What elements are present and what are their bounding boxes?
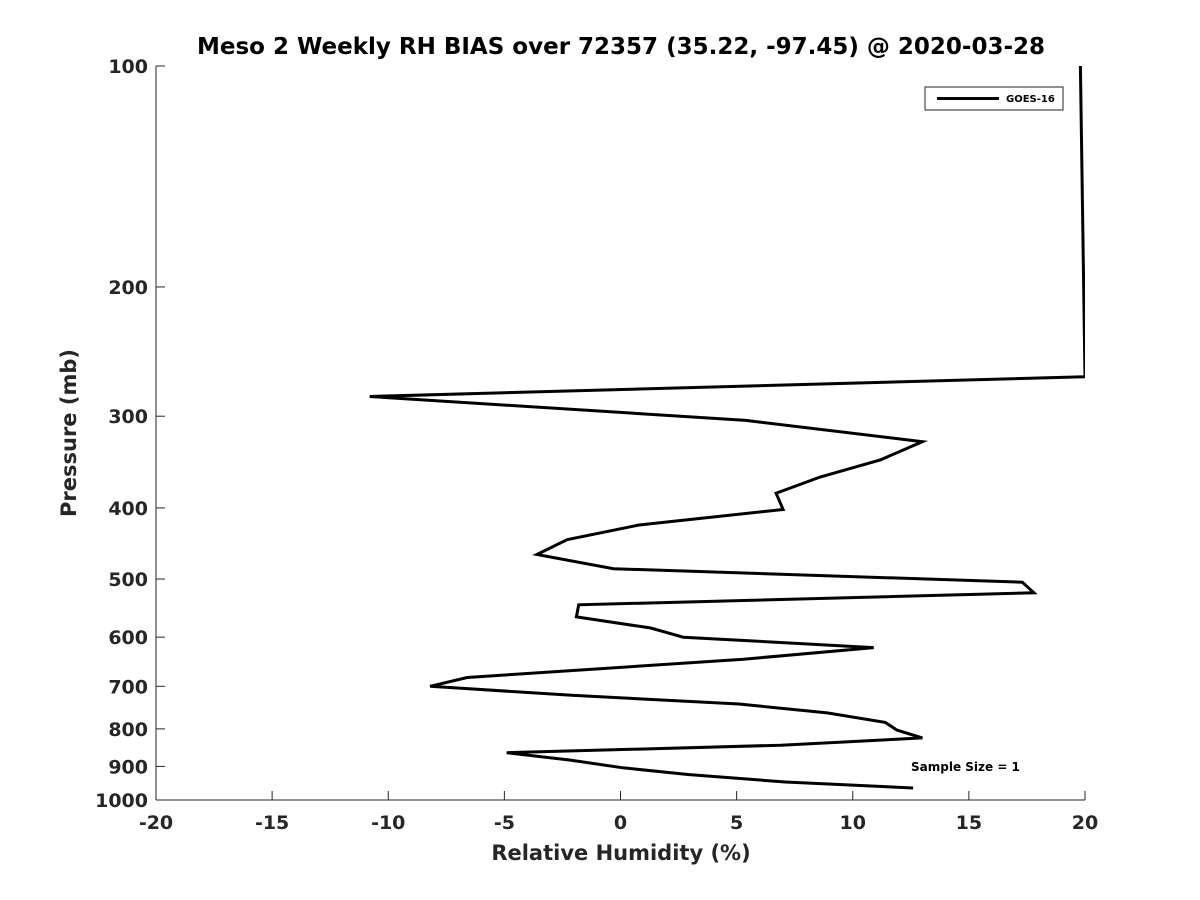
- y-tick-label: 500: [108, 569, 148, 591]
- y-axis-label: Pressure (mb): [57, 349, 81, 517]
- y-tick-label: 800: [108, 719, 148, 741]
- series-layer: [369, 66, 1085, 790]
- series-line-goes-16: [369, 66, 1085, 790]
- x-tick-label: 15: [956, 812, 982, 834]
- x-tick-label: 5: [730, 812, 743, 834]
- legend-label-goes-16: GOES-16: [1006, 94, 1055, 105]
- x-tick-label: -5: [494, 812, 515, 834]
- y-tick-label: 200: [108, 277, 148, 299]
- y-tick-label: 700: [108, 676, 148, 698]
- x-tick-label: 20: [1072, 812, 1098, 834]
- x-tick-label: 0: [614, 812, 627, 834]
- chart-title: Meso 2 Weekly RH BIAS over 72357 (35.22,…: [197, 34, 1045, 60]
- y-tick-label: 1000: [95, 790, 148, 812]
- x-axis-label: Relative Humidity (%): [491, 841, 750, 865]
- x-axis: -20 -15 -10 -5 0 5 10 15 20: [139, 791, 1098, 834]
- x-tick-label: 10: [840, 812, 866, 834]
- y-axis: 100 200 300 400 500 600 700 800 900 1000: [95, 56, 165, 812]
- x-tick-label: -10: [371, 812, 405, 834]
- y-tick-label: 900: [108, 756, 148, 778]
- y-tick-label: 300: [108, 406, 148, 428]
- sample-size-annotation: Sample Size = 1: [911, 760, 1020, 774]
- x-tick-label: -20: [139, 812, 173, 834]
- y-tick-label: 400: [108, 498, 148, 520]
- legend: GOES-16: [924, 86, 1064, 111]
- x-tick-label: -15: [255, 812, 289, 834]
- y-tick-label: 600: [108, 627, 148, 649]
- y-tick-label: 100: [108, 56, 148, 78]
